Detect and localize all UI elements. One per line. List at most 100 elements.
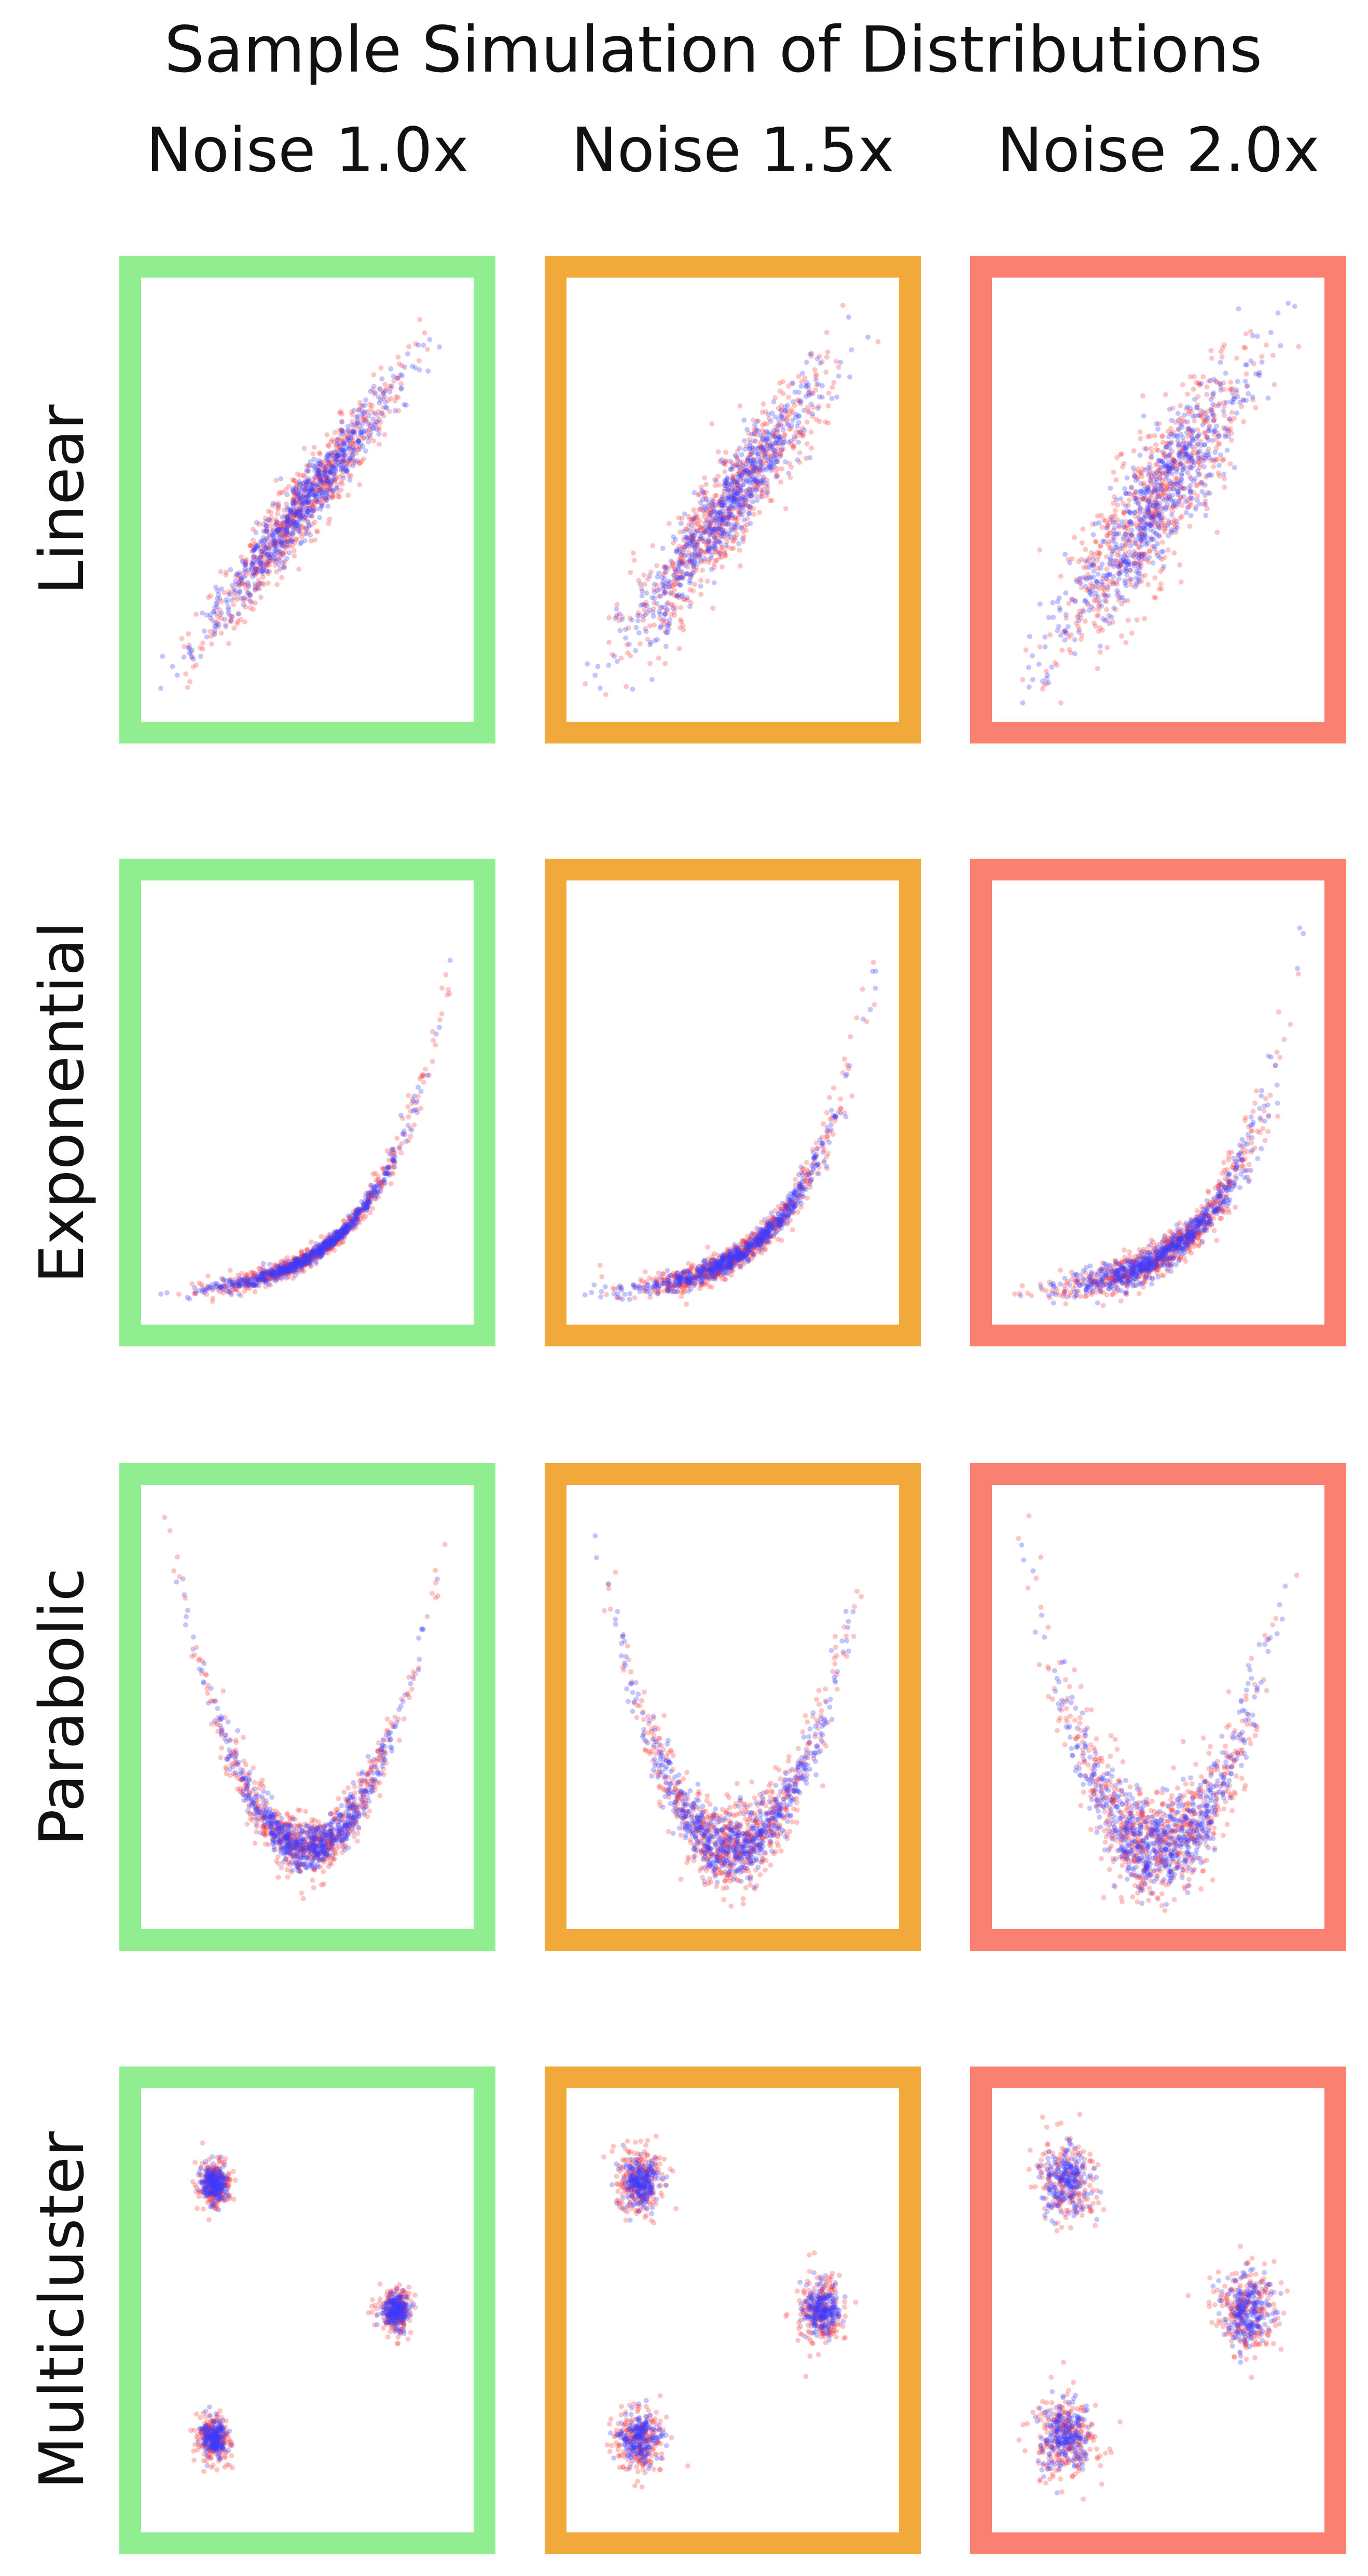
- scatter-point: [363, 417, 369, 422]
- scatter-point: [796, 420, 802, 425]
- scatter-point: [1208, 406, 1214, 412]
- scatter-point: [205, 1273, 211, 1279]
- scatter-point: [741, 517, 747, 523]
- scatter-point: [1254, 334, 1260, 339]
- scatter-point: [1063, 590, 1069, 596]
- scatter-point: [709, 421, 715, 426]
- scatter-point: [713, 557, 718, 563]
- scatter-point: [219, 586, 224, 592]
- scatter-point: [388, 1181, 394, 1187]
- scatter-point: [1129, 630, 1135, 636]
- scatter-point: [350, 440, 356, 446]
- scatter-point: [1227, 461, 1233, 467]
- scatter-point: [1087, 564, 1092, 570]
- scatter-point: [268, 552, 274, 557]
- scatter-point: [319, 476, 325, 482]
- scatter-point: [1127, 509, 1132, 515]
- scatter-point: [1153, 442, 1158, 447]
- scatter-point: [846, 314, 851, 320]
- scatter-point: [311, 480, 316, 486]
- scatter-point: [1083, 547, 1088, 553]
- scatter-point: [603, 692, 609, 697]
- scatter-point: [314, 482, 320, 487]
- scatter-point: [697, 534, 703, 540]
- scatter-point: [1265, 395, 1271, 401]
- scatter-point: [317, 482, 323, 488]
- scatter-point: [704, 528, 710, 533]
- scatter-point: [1179, 424, 1185, 430]
- row-label: Linear: [26, 404, 98, 595]
- scatter-point: [1253, 405, 1259, 410]
- scatter-point: [264, 524, 270, 529]
- scatter-point: [818, 360, 823, 366]
- scatter-point: [668, 558, 674, 564]
- scatter-point: [1117, 595, 1123, 600]
- scatter-point: [311, 457, 317, 462]
- scatter-point: [709, 518, 715, 524]
- scatter-point: [210, 1296, 216, 1301]
- scatter-point: [349, 409, 355, 415]
- scatter-point: [790, 380, 795, 386]
- scatter-point: [1183, 510, 1189, 516]
- scatter-point: [320, 477, 326, 483]
- scatter-point: [669, 612, 674, 617]
- scatter-point: [420, 1072, 425, 1078]
- scatter-point: [1191, 428, 1196, 433]
- scatter-point: [252, 586, 258, 592]
- scatter-point: [660, 545, 666, 551]
- scatter-point: [1095, 571, 1101, 577]
- scatter-point: [338, 409, 343, 415]
- scatter-point: [226, 607, 231, 613]
- scatter-point: [1259, 360, 1265, 365]
- scatter-point: [687, 603, 693, 609]
- scatter-point: [849, 347, 854, 353]
- scatter-point: [777, 435, 783, 440]
- scatter-point: [819, 383, 825, 389]
- scatter-point: [742, 438, 748, 444]
- scatter-point: [255, 567, 260, 572]
- scatter-point: [1173, 433, 1179, 438]
- scatter-point: [342, 462, 348, 468]
- scatter-point: [734, 483, 740, 488]
- scatter-point: [341, 439, 346, 445]
- scatter-point: [158, 685, 164, 691]
- scatter-point: [1090, 556, 1096, 562]
- scatter-point: [1182, 444, 1187, 450]
- scatter-point: [306, 476, 311, 481]
- scatter-point: [1145, 499, 1151, 505]
- scatter-point: [740, 536, 745, 542]
- scatter-point: [1156, 525, 1162, 530]
- scatter-point: [1194, 483, 1199, 489]
- scatter-point: [340, 473, 346, 478]
- scatter-point: [702, 475, 708, 480]
- scatter-point: [305, 519, 311, 525]
- scatter-point: [1268, 329, 1274, 335]
- scatter-point: [308, 538, 314, 544]
- scatter-point: [374, 419, 379, 425]
- scatter-point: [316, 488, 322, 493]
- scatter-point: [252, 554, 257, 559]
- scatter-point: [1214, 530, 1220, 535]
- scatter-point: [1178, 403, 1183, 408]
- scatter-point: [617, 611, 623, 617]
- scatter-point: [286, 484, 292, 489]
- scatter-point: [813, 377, 819, 383]
- scatter-point: [1196, 412, 1201, 418]
- scatter-point: [1163, 504, 1169, 510]
- scatter-point: [647, 642, 653, 648]
- scatter-point: [1081, 564, 1087, 570]
- scatter-point: [325, 443, 331, 448]
- scatter-point: [1152, 472, 1157, 477]
- scatter-point: [1086, 575, 1092, 581]
- scatter-point: [700, 567, 706, 573]
- scatter-point: [274, 582, 280, 587]
- scatter-point: [170, 664, 175, 669]
- scatter-point: [237, 588, 243, 594]
- scatter-point: [1200, 458, 1206, 464]
- scatter-point: [231, 586, 237, 592]
- scatter-point: [757, 467, 763, 473]
- scatter-point: [795, 457, 800, 463]
- scatter-point: [741, 417, 747, 423]
- scatter-point: [232, 578, 238, 584]
- scatter-point: [1145, 434, 1151, 439]
